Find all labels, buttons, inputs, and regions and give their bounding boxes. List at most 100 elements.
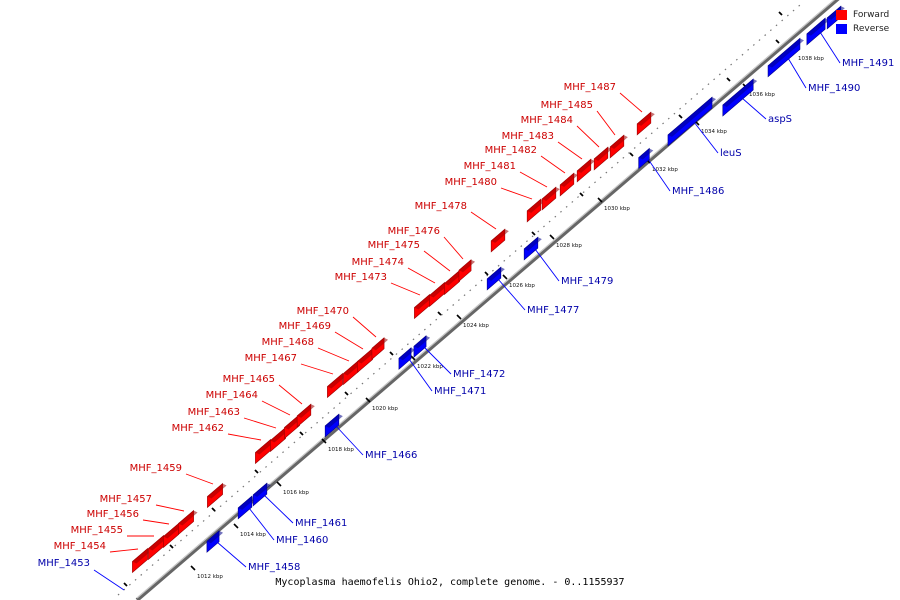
forward-gene-label: MHF_1463 — [188, 407, 240, 418]
reverse-gene-label: MHF_1461 — [295, 518, 347, 529]
forward-gene — [490, 228, 509, 253]
leader-line — [443, 236, 464, 260]
forward-gene-label: MHF_1487 — [564, 82, 616, 93]
leader-line — [335, 425, 364, 456]
leader-line — [278, 384, 303, 405]
leader-line — [519, 171, 548, 188]
forward-gene-label: MHF_1469 — [279, 321, 331, 332]
leader-line — [248, 507, 275, 541]
leader-line — [408, 358, 433, 392]
tick-mark — [254, 469, 259, 474]
forward-gene-label: MHF_1474 — [352, 257, 404, 268]
tick-mark — [726, 77, 731, 82]
tick-mark — [321, 438, 327, 444]
forward-gene-label: MHF_1481 — [464, 161, 516, 172]
forward-gene — [371, 337, 389, 360]
legend-forward-label: Forward — [853, 10, 890, 20]
scale-dotted-line — [117, 4, 801, 596]
forward-gene — [576, 158, 595, 183]
reverse-gene — [722, 78, 758, 117]
reverse-gene — [252, 482, 271, 507]
forward-gene — [559, 172, 578, 197]
forward-gene-label: MHF_1478 — [415, 201, 467, 212]
leader-line — [185, 473, 214, 485]
leader-line — [216, 541, 247, 568]
reverse-gene — [523, 236, 542, 261]
tick-mark — [365, 397, 371, 403]
forward-gene — [609, 134, 628, 159]
forward-gene-label: MHF_1455 — [71, 525, 123, 536]
reverse-gene — [767, 37, 804, 78]
tick-label: 1014 kbp — [240, 532, 266, 538]
reverse-gene-label: MHF_1491 — [842, 58, 894, 69]
reverse-swatch — [836, 24, 847, 34]
tick-label: 1016 kbp — [283, 490, 309, 496]
tick-mark — [597, 197, 603, 203]
reverse-gene-label: MHF_1486 — [672, 186, 724, 197]
tick-label: 1028 kbp — [556, 243, 582, 249]
reverse-gene — [667, 96, 717, 147]
forward-gene-label: MHF_1464 — [206, 390, 258, 401]
reverse-gene-label: MHF_1477 — [527, 305, 579, 316]
tick-mark — [299, 431, 304, 436]
reverse-gene — [806, 17, 830, 46]
tick-mark — [169, 544, 174, 549]
forward-gene-label: MHF_1473 — [335, 272, 387, 283]
forward-gene — [327, 372, 347, 399]
reverse-gene — [324, 413, 343, 438]
reverse-gene-label: aspS — [768, 114, 792, 125]
leader-line — [352, 316, 377, 338]
tick-mark — [211, 507, 216, 512]
tick-mark — [123, 582, 128, 587]
leader-line — [261, 400, 291, 416]
tick-label: 1018 kbp — [328, 447, 354, 453]
leader-line — [557, 141, 583, 160]
forward-gene-label: MHF_1462 — [172, 423, 224, 434]
genes-layer — [132, 5, 845, 574]
leader-line — [500, 187, 533, 200]
ticks-layer: 1012 kbp 1014 kbp 1016 kbp 1018 kbp 1020 kbp… — [123, 11, 824, 587]
legend: Forward Reverse — [836, 8, 889, 36]
forward-gene — [296, 403, 315, 428]
leader-line — [693, 121, 719, 154]
genome-caption: Mycoplasma haemofelis Ohio2, complete ge… — [275, 577, 625, 588]
reverse-gene-label: MHF_1479 — [561, 276, 613, 287]
tick-mark — [456, 314, 462, 320]
leader-line — [155, 504, 185, 512]
reverse-gene — [413, 335, 431, 358]
leader-line — [470, 211, 497, 230]
reverse-gene — [638, 147, 654, 170]
leader-line — [300, 363, 334, 375]
tick-label: 1024 kbp — [463, 323, 489, 329]
tick-mark — [678, 114, 683, 119]
tick-label: 1030 kbp — [604, 206, 630, 212]
tick-label: 1022 kbp — [417, 364, 443, 370]
tick-label: 1038 kbp — [798, 56, 824, 62]
tick-mark — [276, 481, 282, 487]
forward-gene-label: MHF_1465 — [223, 374, 275, 385]
forward-gene — [132, 547, 152, 574]
leader-line — [497, 278, 526, 311]
reverse-gene — [398, 347, 416, 370]
forward-gene — [593, 146, 612, 171]
legend-reverse: Reverse — [836, 22, 889, 36]
leader-line — [243, 417, 277, 429]
reverse-gene-label: MHF_1466 — [365, 450, 417, 461]
tick-mark — [778, 11, 783, 16]
reverse-gene-label: MHF_1490 — [808, 83, 860, 94]
leader-line — [540, 155, 566, 174]
forward-gene-label: MHF_1480 — [445, 177, 497, 188]
leader-line — [423, 250, 451, 272]
legend-reverse-label: Reverse — [853, 24, 890, 34]
tick-label: 1012 kbp — [197, 574, 223, 580]
forward-gene-label: MHF_1457 — [100, 494, 152, 505]
forward-gene-label: MHF_1484 — [521, 115, 573, 126]
tick-mark — [579, 192, 584, 197]
forward-gene — [636, 111, 655, 136]
forward-gene-label: MHF_1485 — [541, 100, 593, 111]
tick-label: 1036 kbp — [749, 92, 775, 98]
reverse-gene-label: MHF_1460 — [276, 535, 328, 546]
forward-gene-label: MHF_1482 — [485, 145, 537, 156]
reverse-gene — [206, 530, 224, 553]
forward-gene-label: MHF_1456 — [87, 509, 139, 520]
